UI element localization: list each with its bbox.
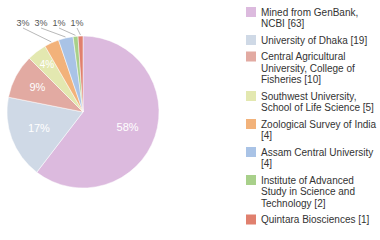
- legend-swatch: [246, 7, 256, 17]
- legend-swatch: [246, 91, 256, 101]
- data-labels: 58% 17% 9% 4% 3% 3% 1% 1%: [16, 18, 138, 134]
- legend-label: Mined from GenBank,NCBI [63]: [261, 7, 358, 30]
- legend-swatch: [246, 147, 256, 157]
- data-label: 58%: [117, 121, 139, 133]
- data-label: 3%: [34, 18, 47, 28]
- legend-label: Zoological Survey of India[4]: [261, 119, 377, 142]
- chart: 58% 17% 9% 4% 3% 3% 1% 1% Mined from GenBank,NCB…: [0, 0, 380, 240]
- data-label: 1%: [70, 18, 83, 28]
- pie-slice: [73, 36, 83, 112]
- legend-label: Central AgriculturalUniversity, College …: [261, 51, 355, 85]
- pie: [7, 36, 159, 188]
- legend: Mined from GenBank,NCBI [63] University o…: [246, 7, 377, 226]
- legend-swatch: [246, 215, 256, 225]
- legend-swatch: [246, 35, 256, 45]
- legend-label: Assam Central University[4]: [261, 147, 373, 170]
- legend-swatch: [246, 175, 256, 185]
- legend-label: Quintara Biosciences [1]: [261, 214, 370, 225]
- legend-swatch: [246, 119, 256, 129]
- pie-slice: [59, 37, 83, 112]
- data-label: 17%: [28, 122, 50, 134]
- data-label: 1%: [52, 18, 65, 28]
- legend-label: University of Dhaka [19]: [261, 35, 367, 46]
- legend-swatch: [246, 52, 256, 62]
- data-label: 3%: [16, 18, 29, 28]
- legend-label: Southwest University,School of Life Scie…: [261, 91, 374, 114]
- leader-line: [77, 28, 80, 35]
- data-label: 9%: [29, 81, 45, 93]
- data-label: 4%: [40, 59, 55, 70]
- legend-label: Institute of AdvancedStudy in Science an…: [261, 175, 355, 209]
- pie-slice: [78, 36, 83, 112]
- leader-line: [59, 28, 75, 35]
